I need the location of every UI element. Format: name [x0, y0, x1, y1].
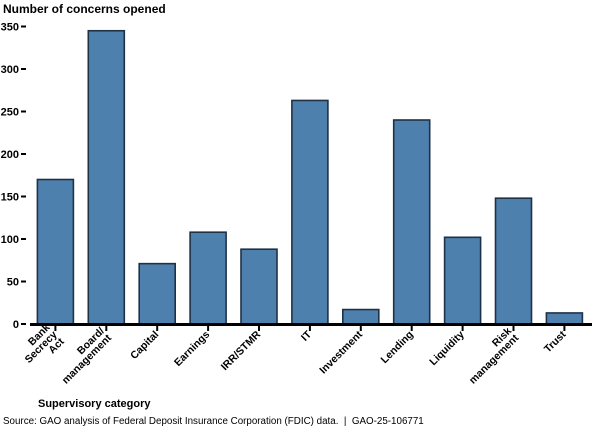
bar: [189, 231, 227, 326]
x-category-label: IRR/STMR: [219, 328, 264, 373]
bar: [138, 262, 176, 326]
y-tick-label: 100: [1, 234, 19, 246]
x-category-label: Investment: [317, 328, 365, 376]
x-category-label: BankSecrecyAct: [16, 321, 67, 372]
source-note: Source: GAO analysis of Federal Deposit …: [3, 416, 424, 427]
y-tick-label: 50: [7, 277, 19, 289]
x-axis-title: Supervisory category: [38, 398, 151, 410]
x-category-label: Riskmanagement: [460, 325, 522, 387]
x-category-label: Earnings: [172, 329, 212, 369]
bar: [494, 197, 533, 326]
x-category-label: Lending: [378, 329, 415, 366]
bar: [87, 29, 126, 326]
x-category-label: Capital: [128, 329, 161, 362]
y-tick-label: 0: [13, 319, 19, 331]
bar: [341, 308, 380, 326]
y-tick-label: 300: [1, 64, 19, 76]
bar: [443, 236, 482, 326]
bar-chart: 0 50 100 150 200 250 300 350 BankSecrecyAct Board…: [1, 22, 592, 387]
chart-title: Number of concerns opened: [3, 2, 166, 16]
bar: [36, 178, 75, 326]
x-category-label: Trust: [542, 328, 569, 355]
bar: [392, 119, 431, 326]
y-tick-label: 150: [1, 192, 19, 204]
y-tick-label: 200: [1, 149, 19, 161]
bar: [240, 248, 278, 326]
x-category-label: Liquidity: [427, 329, 467, 369]
bar: [291, 99, 329, 326]
y-tick-label: 350: [1, 22, 19, 34]
x-category-label: Board/management: [53, 325, 115, 387]
y-tick-label: 250: [1, 107, 19, 119]
x-category-label: IT: [299, 328, 314, 343]
x-axis-line: [30, 323, 592, 326]
